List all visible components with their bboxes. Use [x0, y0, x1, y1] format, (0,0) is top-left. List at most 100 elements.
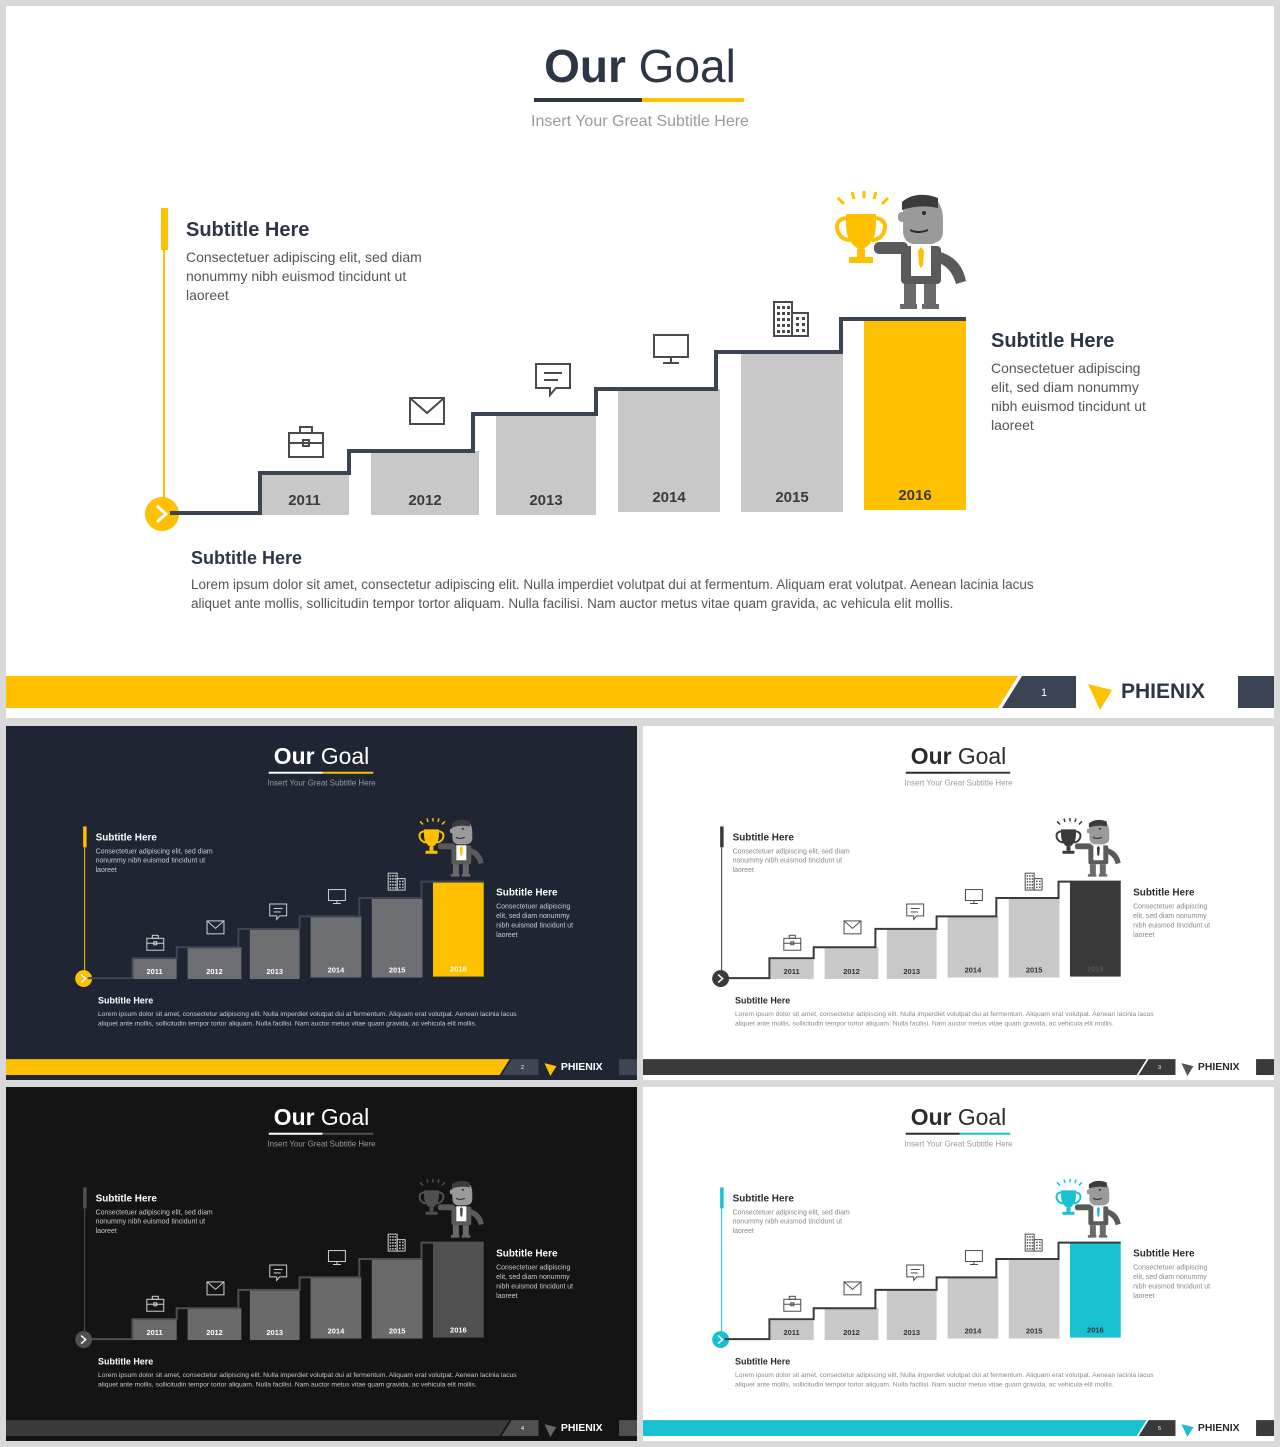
slide-background [6, 6, 1274, 718]
page-title-bold: Our [544, 40, 626, 92]
block-body-line: nonummy nibh euismod tincidunt ut [96, 1219, 205, 1226]
briefcase-icon [783, 1295, 802, 1312]
page-number-box [501, 1059, 539, 1076]
start-arrow-button[interactable] [712, 970, 730, 988]
monitor-icon [327, 889, 346, 904]
block-body-line: Lorem ipsum dolor sit amet, consectetur … [98, 1011, 517, 1018]
block-body-line: Consectetuer adipiscing elit, sed diam [733, 1209, 850, 1216]
trophy-businessman-icon [1055, 817, 1121, 877]
block-heading: Subtitle Here [96, 1193, 158, 1204]
chevron-right-icon [80, 1335, 87, 1345]
year-label: 2013 [903, 1328, 920, 1337]
logo-mark-icon [1088, 684, 1112, 710]
block-body-line: nibh euismod tincidunt ut [1133, 1283, 1210, 1290]
slide-title: Our Goal Insert Your Great Subtitle Here [267, 1104, 376, 1149]
block-heading: Subtitle Here [735, 995, 790, 1005]
start-arrow-button[interactable] [75, 1331, 93, 1349]
block-body-line: laoreet [96, 1228, 117, 1235]
block-heading: Subtitle Here [496, 888, 558, 899]
slide-background [643, 1087, 1274, 1441]
footer-end-box [1256, 1059, 1274, 1076]
block-body-line: laoreet [96, 867, 117, 874]
page-title-rest: Goal [951, 743, 1006, 769]
page-title-bold: Our [274, 743, 315, 769]
trophy-businessman-icon [835, 191, 966, 309]
year-bar-2012 [187, 1308, 242, 1341]
footer-end-box [619, 1420, 637, 1437]
block-heading: Subtitle Here [991, 330, 1114, 352]
year-label: 2011 [288, 492, 321, 509]
start-arrow-button[interactable] [75, 970, 93, 988]
brand-name: PHIENIX [1198, 1062, 1240, 1073]
block-heading: Subtitle Here [733, 832, 795, 843]
chat-icon [269, 1264, 288, 1282]
year-bar-2015 [1008, 1259, 1060, 1339]
chat-icon [269, 903, 288, 921]
slide-5-thumbnail[interactable]: Our Goal Insert Your Great Subtitle Here S… [643, 1087, 1274, 1441]
right-text-block: Subtitle Here Consectetuer adipiscing elit… [496, 1249, 573, 1300]
block-heading: Subtitle Here [98, 1356, 153, 1366]
slide-footer: 2 PHIENIX [6, 1059, 637, 1077]
block-body-line: Lorem ipsum dolor sit amet, consectetur … [735, 1011, 1154, 1018]
year-label: 2014 [652, 489, 686, 506]
year-bar-2013 [886, 1289, 937, 1341]
slide-canvas: Our Goal Insert Your Great Subtitle Here S… [6, 6, 1274, 718]
building-icon [387, 1233, 406, 1252]
year-bar-2011 [260, 473, 349, 515]
briefcase-icon [288, 426, 324, 458]
chevron-right-icon [717, 1335, 724, 1345]
brand-name: PHIENIX [1121, 680, 1205, 703]
slide-canvas: Our Goal Insert Your Great Subtitle Here S… [643, 1087, 1274, 1441]
page-number: 2 [521, 1065, 524, 1071]
page-title-rest: Goal [951, 1104, 1006, 1130]
slide-background [6, 1087, 637, 1441]
title-underline-accent [322, 1132, 374, 1135]
page-number: 5 [1158, 1426, 1161, 1432]
block-heading: Subtitle Here [1133, 1249, 1195, 1260]
trophy-icon [835, 191, 890, 263]
year-label: 2014 [965, 966, 982, 975]
page-title-bold: Our [274, 1104, 315, 1130]
right-text-block: Subtitle Here Consectetuer adipiscing elit… [1133, 1249, 1210, 1300]
slide-1[interactable]: Our Goal Insert Your Great Subtitle Here S… [6, 6, 1274, 718]
page-title-bold: Our [911, 1104, 952, 1130]
slide-3-thumbnail[interactable]: Our Goal Insert Your Great Subtitle Here S… [643, 726, 1274, 1080]
block-body-line: elit, sed diam nonummy [1133, 1274, 1207, 1281]
year-label: 2012 [843, 1328, 860, 1337]
year-bar-2015 [371, 898, 423, 978]
year-label: 2014 [965, 1327, 982, 1336]
chevron-right-icon [80, 974, 87, 984]
briefcase-icon [783, 934, 802, 951]
title-underline-dark [905, 1132, 960, 1135]
year-label: 2016 [450, 965, 467, 974]
phienix-logo [1088, 684, 1112, 710]
year-bar-2014 [947, 916, 999, 978]
block-body-line: aliquet ante mollis, sollicitudin tempor… [735, 1381, 1114, 1388]
year-label: 2015 [1026, 1327, 1043, 1336]
bottom-text-block: Subtitle Here Lorem ipsum dolor sit amet,… [98, 995, 517, 1027]
briefcase-icon [146, 934, 165, 951]
envelope-icon [843, 920, 862, 935]
start-arrow-button[interactable] [145, 497, 179, 531]
slide-4-thumbnail[interactable]: Our Goal Insert Your Great Subtitle Here S… [6, 1087, 637, 1441]
block-heading: Subtitle Here [733, 1193, 795, 1204]
phienix-logo [544, 1063, 557, 1077]
block-body-line: nibh euismod tincidunt ut [496, 922, 573, 929]
slide-footer: 4 PHIENIX [6, 1420, 637, 1438]
stair-outline [87, 880, 484, 980]
title-underline-accent [642, 98, 744, 102]
year-bar-2015 [741, 352, 843, 512]
year-label: 2011 [146, 1328, 162, 1337]
footer-band [643, 1059, 1147, 1076]
block-heading: Subtitle Here [1133, 888, 1195, 899]
slide-title: Our Goal Insert Your Great Subtitle Here [904, 1104, 1013, 1149]
slide-2-thumbnail[interactable]: Our Goal Insert Your Great Subtitle Here S… [6, 726, 637, 1080]
block-body-line: laoreet [1133, 932, 1154, 939]
year-bar-2014 [310, 1277, 362, 1339]
start-arrow-button[interactable] [712, 1331, 730, 1349]
top-left-text-block: Subtitle Here Consectetuer adipiscing eli… [186, 219, 422, 303]
monitor-icon [327, 1250, 346, 1265]
title-underline-dark [268, 771, 323, 774]
page-subtitle: Insert Your Great Subtitle Here [531, 113, 749, 130]
slide-background [6, 726, 637, 1080]
